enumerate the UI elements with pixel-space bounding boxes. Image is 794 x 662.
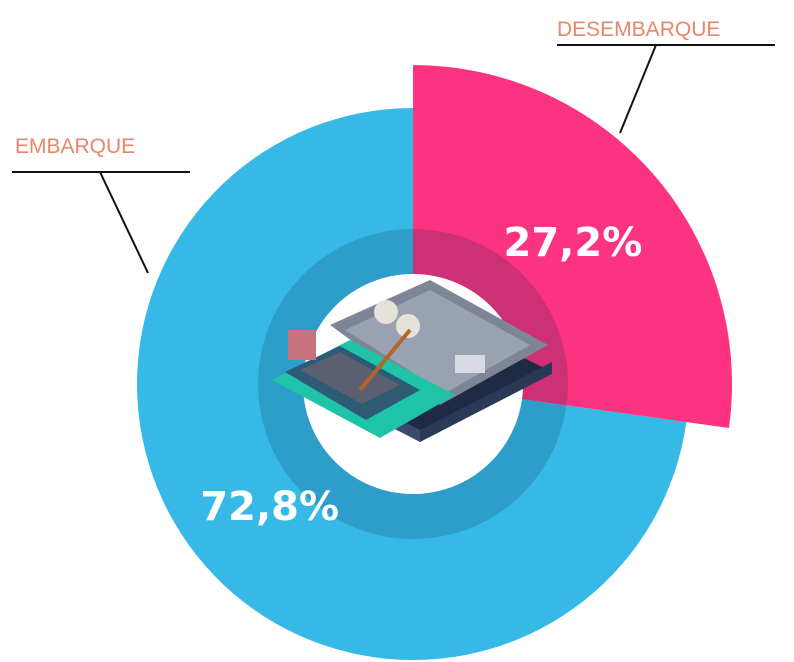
chart: EMBARQUE DESEMBARQUE 72,8% 27,2% — [0, 0, 794, 662]
category-label: EMBARQUE — [15, 135, 135, 158]
value-label: 72,8% — [200, 484, 339, 530]
leader-line — [100, 172, 148, 273]
value-label: 27,2% — [504, 220, 643, 266]
leader-line — [620, 45, 656, 133]
category-label: DESEMBARQUE — [557, 18, 720, 41]
